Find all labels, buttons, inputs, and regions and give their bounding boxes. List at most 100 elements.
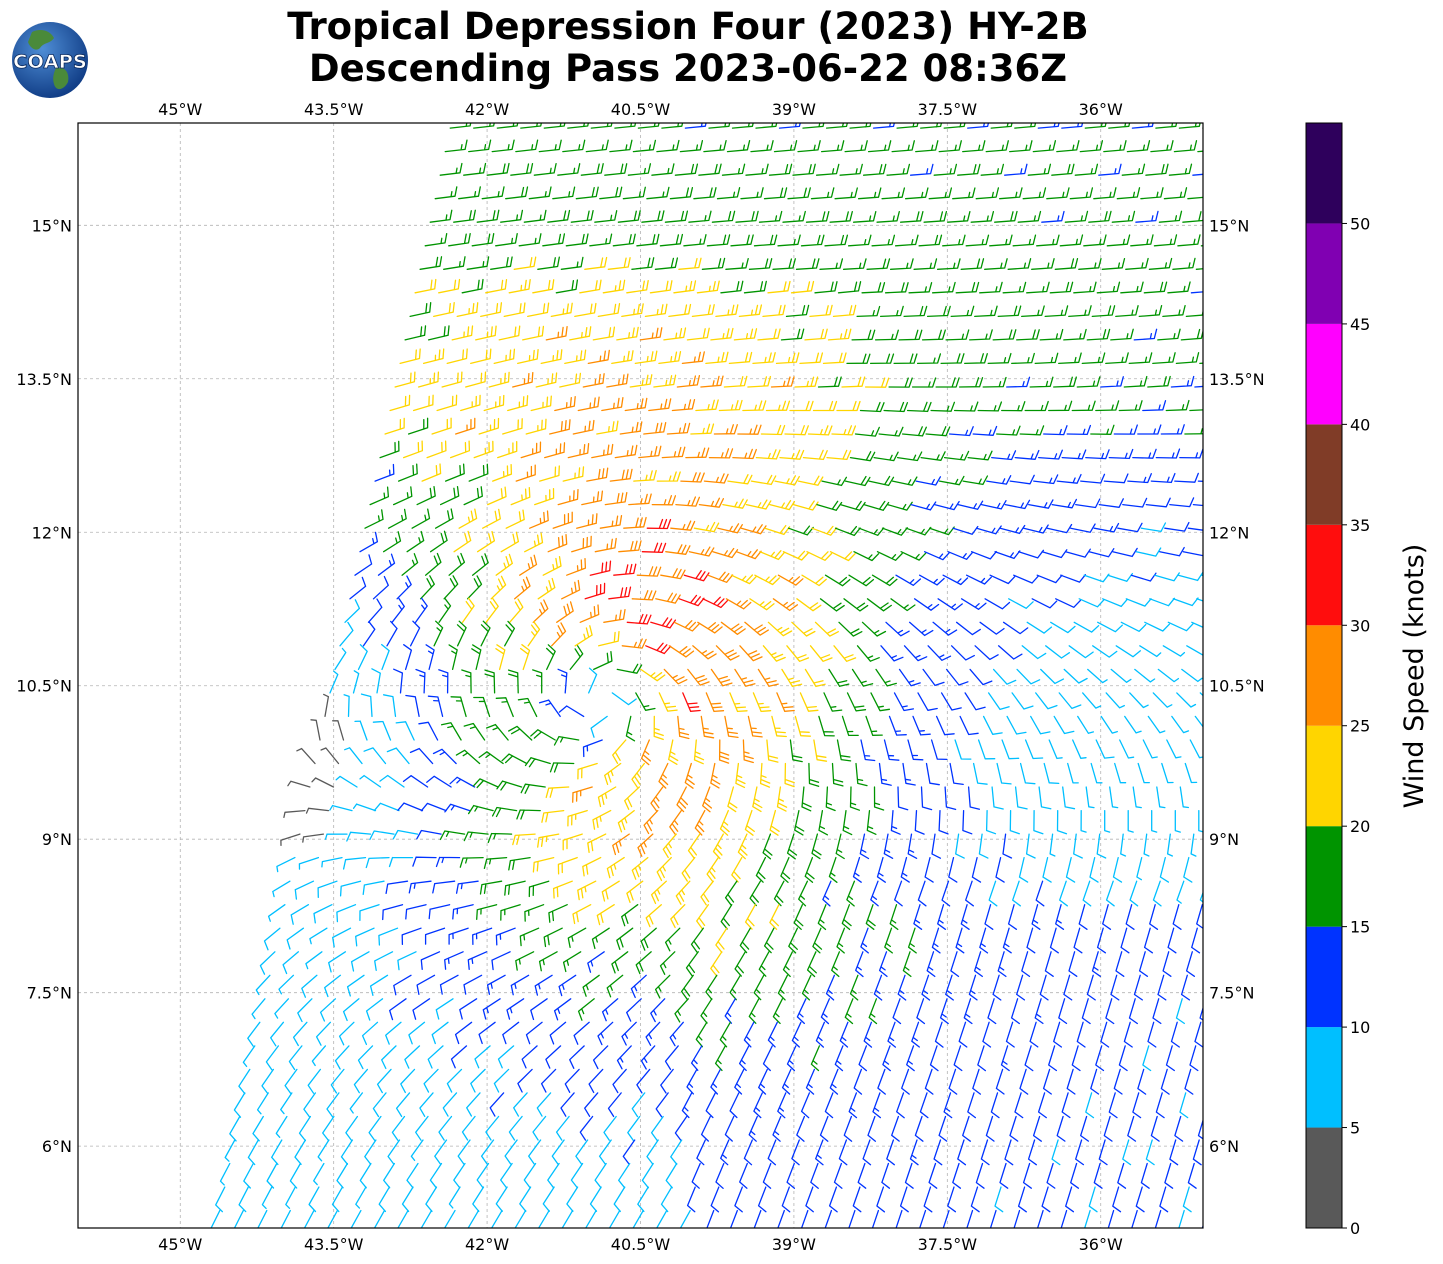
wind-barb bbox=[1086, 974, 1096, 1001]
wind-barb bbox=[450, 696, 467, 718]
wind-barb bbox=[724, 715, 739, 739]
wind-barb bbox=[431, 1021, 449, 1045]
wind-barb bbox=[1196, 598, 1203, 602]
wind-barb bbox=[679, 1209, 691, 1228]
wind-barb bbox=[553, 998, 572, 1021]
wind-barb bbox=[622, 1139, 636, 1165]
wind-barb bbox=[532, 1115, 547, 1141]
wind-barb bbox=[972, 425, 998, 436]
wind-barb bbox=[505, 509, 525, 529]
wind-barb bbox=[910, 501, 937, 511]
wind-barb bbox=[659, 951, 676, 975]
wind-barb bbox=[952, 1162, 962, 1189]
wind-barb bbox=[853, 551, 880, 562]
wind-barb bbox=[1126, 140, 1151, 153]
wind-barb bbox=[1125, 598, 1152, 607]
wind-barb bbox=[409, 620, 421, 647]
wind-barb bbox=[950, 305, 975, 318]
wind-barb bbox=[238, 1186, 249, 1213]
wind-barb bbox=[948, 426, 974, 437]
wind-barb bbox=[606, 856, 625, 879]
wind-barb bbox=[614, 123, 637, 129]
wind-barb bbox=[795, 258, 820, 270]
wind-barb bbox=[379, 774, 405, 788]
wind-barb bbox=[995, 856, 1005, 883]
wind-barb bbox=[1200, 245, 1203, 247]
wind-barb bbox=[1144, 621, 1171, 632]
wind-barb bbox=[476, 904, 498, 920]
wind-barb bbox=[587, 951, 605, 973]
wind-barb bbox=[349, 1092, 364, 1114]
wind-barb bbox=[702, 786, 713, 813]
wind-barb bbox=[602, 279, 626, 294]
wind-barb bbox=[1084, 123, 1107, 129]
wind-barb bbox=[1204, 787, 1212, 808]
wind-barb bbox=[1026, 621, 1053, 634]
wind-barb bbox=[432, 748, 457, 765]
wind-barb bbox=[519, 927, 540, 947]
wind-barb bbox=[735, 210, 759, 223]
wind-barb bbox=[670, 520, 696, 531]
colorbar-tick-label: 15 bbox=[1350, 918, 1370, 937]
wind-barb bbox=[381, 643, 390, 671]
wind-barb bbox=[785, 304, 810, 318]
wind-barb bbox=[548, 904, 568, 923]
wind-barb bbox=[664, 927, 681, 952]
wind-barb bbox=[280, 833, 301, 847]
wind-barb bbox=[828, 668, 850, 687]
wind-barb bbox=[1070, 1162, 1080, 1189]
wind-barb bbox=[820, 140, 845, 153]
wind-barb bbox=[453, 530, 472, 553]
wind-barb bbox=[451, 325, 474, 341]
wind-barb bbox=[534, 487, 555, 506]
wind-barb bbox=[1192, 503, 1203, 507]
wind-barb bbox=[1024, 739, 1044, 760]
wind-barb bbox=[500, 209, 524, 223]
wind-barb bbox=[313, 1162, 325, 1186]
wind-barb bbox=[446, 1068, 463, 1093]
lat-tick-label-left: 10.5°N bbox=[16, 677, 72, 696]
wind-barb bbox=[710, 327, 734, 341]
wind-barb bbox=[876, 210, 900, 223]
wind-barb bbox=[712, 547, 739, 559]
wind-barb bbox=[884, 282, 909, 294]
wind-barb bbox=[710, 762, 721, 789]
wind-barb bbox=[1132, 1092, 1142, 1119]
wind-barb bbox=[772, 258, 796, 270]
wind-barb bbox=[565, 233, 589, 247]
wind-barb bbox=[1152, 352, 1176, 365]
wind-barb bbox=[635, 692, 656, 711]
wind-barb bbox=[994, 1186, 1004, 1213]
wind-barb bbox=[782, 210, 806, 223]
wind-barb bbox=[1158, 210, 1183, 223]
wind-barb bbox=[954, 739, 972, 760]
wind-barb bbox=[901, 426, 927, 437]
wind-barb bbox=[964, 353, 988, 365]
wind-barb bbox=[1044, 305, 1069, 318]
wind-barb bbox=[544, 442, 566, 459]
wind-barb bbox=[784, 425, 809, 436]
wind-barb bbox=[881, 1162, 891, 1189]
wind-barb bbox=[810, 187, 835, 200]
wind-barb bbox=[757, 1186, 767, 1213]
wind-barb bbox=[493, 1068, 510, 1093]
wind-barb bbox=[957, 1139, 967, 1166]
wind-barb bbox=[894, 880, 903, 907]
wind-barb bbox=[404, 325, 427, 341]
wind-barb bbox=[1085, 786, 1095, 809]
wind-barb bbox=[852, 1186, 862, 1213]
wind-barb bbox=[1159, 856, 1170, 883]
lat-tick-label-left: 6°N bbox=[42, 1137, 72, 1156]
wind-barb bbox=[585, 139, 609, 153]
wind-barb bbox=[695, 399, 719, 412]
wind-barb bbox=[1063, 328, 1087, 341]
wind-barb bbox=[467, 1209, 480, 1228]
wind-barb bbox=[824, 574, 851, 587]
wind-barb bbox=[923, 1186, 933, 1213]
wind-barb bbox=[624, 786, 640, 810]
lon-tick-label-top: 43.5°W bbox=[304, 100, 364, 119]
wind-barb bbox=[802, 123, 825, 129]
wind-barb bbox=[457, 1139, 471, 1165]
wind-barb bbox=[914, 1115, 924, 1142]
wind-barb bbox=[621, 638, 647, 649]
